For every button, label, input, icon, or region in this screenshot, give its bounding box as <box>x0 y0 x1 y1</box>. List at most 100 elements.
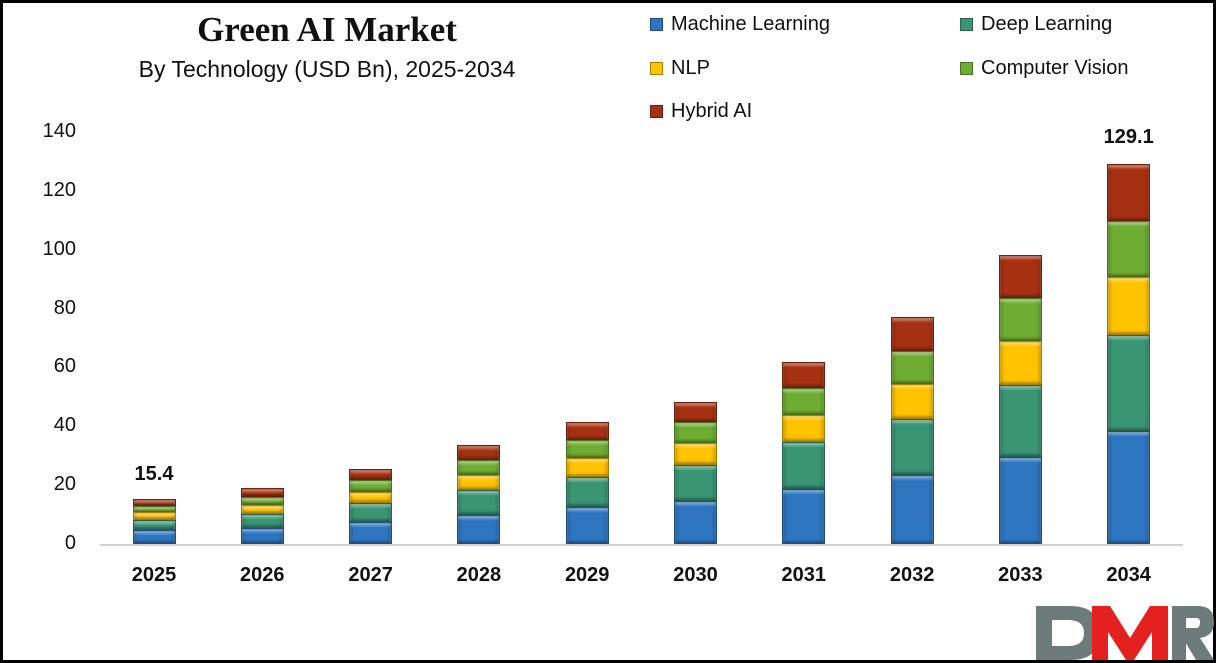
dmr-logo-icon <box>1036 606 1214 660</box>
y-tick-label: 0 <box>64 532 76 554</box>
bar-segment-machine-learning <box>240 528 284 544</box>
bar-segment-machine-learning <box>565 506 609 544</box>
bar-segment-hybrid-ai <box>998 254 1042 298</box>
y-tick-label: 60 <box>53 355 76 378</box>
bar-segment-hybrid-ai <box>349 468 393 480</box>
bar-segment-hybrid-ai <box>132 498 176 506</box>
x-tick-label: 2031 <box>781 564 827 586</box>
bar-segment-machine-learning <box>132 529 176 544</box>
bar-segment-nlp <box>240 504 284 514</box>
x-tick-label: 2033 <box>998 564 1043 586</box>
data-label-last: 129.1 <box>1103 126 1154 149</box>
x-tick-label: 2032 <box>889 564 935 586</box>
bar-segment-machine-learning <box>1107 430 1151 544</box>
bar-segment-computer-vision <box>998 297 1042 341</box>
y-tick-label: 80 <box>53 296 76 319</box>
bar-segment-machine-learning <box>998 456 1042 544</box>
x-tick-label: 2034 <box>1106 564 1151 586</box>
legend-swatch-icon <box>960 62 973 75</box>
stacked-bar-2028 <box>457 444 501 544</box>
stacked-bar-2034 <box>1107 164 1151 544</box>
y-tick-label: 100 <box>42 237 76 260</box>
legend-label: Machine Learning <box>671 13 830 35</box>
y-tick-label: 140 <box>42 120 76 142</box>
bar-segment-nlp <box>132 511 176 520</box>
chart-title: Green AI Market <box>197 10 457 49</box>
x-tick-label: 2025 <box>131 564 177 586</box>
bar-segment-machine-learning <box>782 488 826 544</box>
y-tick-label: 40 <box>53 414 76 437</box>
chart-subtitle: By Technology (USD Bn), 2025-2034 <box>138 56 516 82</box>
legend-swatch-icon <box>960 18 973 31</box>
bar-segment-computer-vision <box>890 351 934 385</box>
x-tick-label: 2030 <box>673 564 718 586</box>
legend-label: Hybrid AI <box>671 100 753 122</box>
bar-segment-deep-learning <box>349 502 393 522</box>
legend-item-nlp: NLP <box>650 57 710 80</box>
bar-segment-computer-vision <box>457 459 501 475</box>
stacked-bar-2029 <box>565 421 609 544</box>
bar-segment-nlp <box>349 491 393 503</box>
bar-segment-nlp <box>998 340 1042 385</box>
bar-segment-deep-learning <box>890 419 934 476</box>
stacked-bar-2030 <box>674 402 717 544</box>
bar-segment-nlp <box>890 384 934 420</box>
bar-segment-computer-vision <box>782 387 826 415</box>
bar-segment-hybrid-ai <box>565 421 609 440</box>
y-tick-label: 120 <box>42 178 76 201</box>
bar-segment-nlp <box>782 414 826 442</box>
x-tick-label: 2028 <box>456 564 502 586</box>
bar-segment-computer-vision <box>565 439 609 458</box>
data-label-first: 15.4 <box>134 462 174 485</box>
bar-segment-nlp <box>457 474 501 490</box>
legend-swatch-icon <box>650 18 663 31</box>
bar-segment-machine-learning <box>674 501 717 544</box>
legend-label: NLP <box>671 57 710 79</box>
stacked-bar-2031 <box>782 361 826 544</box>
legend-label: Deep Learning <box>981 13 1113 35</box>
bar-segment-deep-learning <box>240 513 284 529</box>
legend-swatch-icon <box>650 105 663 118</box>
bar-segment-deep-learning <box>782 441 826 489</box>
bar-segment-nlp <box>565 457 609 477</box>
stacked-bar-2025 <box>132 498 176 544</box>
bar-segment-computer-vision <box>349 479 393 492</box>
bar-segment-computer-vision <box>240 496 284 505</box>
stacked-bar-2032 <box>890 317 934 544</box>
bar-segment-hybrid-ai <box>890 317 934 352</box>
stacked-bar-2027 <box>349 468 393 544</box>
bar-segment-deep-learning <box>457 489 501 515</box>
bar-segment-computer-vision <box>1107 221 1151 278</box>
y-tick-label: 20 <box>53 473 76 496</box>
bar-segment-machine-learning <box>457 514 501 544</box>
bar-segment-machine-learning <box>890 475 934 544</box>
legend-swatch-icon <box>650 62 663 75</box>
x-axis-line <box>100 544 1183 546</box>
legend-label: Computer Vision <box>981 57 1129 79</box>
bar-segment-nlp <box>674 443 717 466</box>
bar-segment-hybrid-ai <box>457 444 501 460</box>
stacked-bar-2026 <box>240 487 284 544</box>
stacked-bar-2033 <box>998 254 1042 544</box>
bar-segment-deep-learning <box>998 384 1042 457</box>
bar-segment-hybrid-ai <box>240 487 284 497</box>
legend-item-deep-learning: Deep Learning <box>960 13 1112 36</box>
legend-item-hybrid-ai: Hybrid AI <box>650 100 752 123</box>
bar-segment-deep-learning <box>132 519 176 530</box>
bar-segment-computer-vision <box>674 422 717 444</box>
bar-segment-deep-learning <box>1107 335 1151 431</box>
x-tick-label: 2026 <box>240 564 285 586</box>
legend: Machine Learning Deep Learning NLP Compu… <box>650 10 1190 130</box>
bar-segment-hybrid-ai <box>782 361 826 388</box>
bar-segment-deep-learning <box>674 465 717 502</box>
bar-segment-computer-vision <box>132 505 176 512</box>
bar-segment-machine-learning <box>349 521 393 544</box>
bar-segment-hybrid-ai <box>674 402 717 423</box>
bar-segment-deep-learning <box>565 476 609 507</box>
bar-segment-nlp <box>1107 277 1151 336</box>
bar-segment-hybrid-ai <box>1107 164 1151 222</box>
x-tick-label: 2027 <box>348 564 393 586</box>
legend-item-computer-vision: Computer Vision <box>960 57 1128 80</box>
legend-item-machine-learning: Machine Learning <box>650 13 830 36</box>
